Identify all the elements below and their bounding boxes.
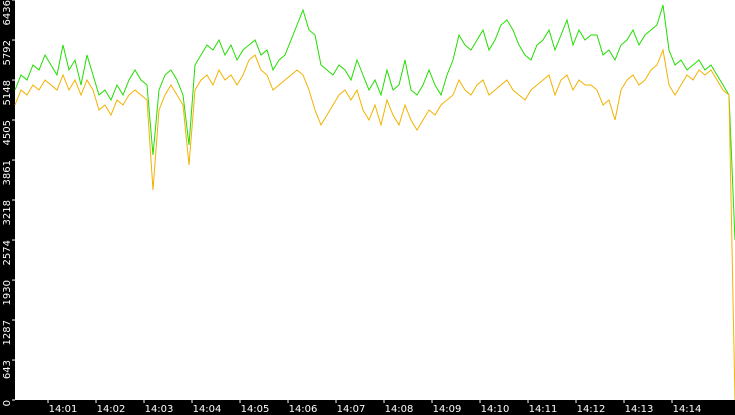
y-tick-label: 6436: [2, 0, 13, 25]
x-tick-label: 14:11: [529, 404, 558, 415]
y-tick-label: 5792: [2, 40, 13, 65]
x-tick-label: 14:04: [193, 404, 222, 415]
x-tick-label: 14:13: [625, 404, 654, 415]
x-tick-label: 14:10: [481, 404, 510, 415]
series-line: [14, 4, 735, 241]
y-tick-label: 0: [2, 400, 13, 406]
x-tick-label: 14:14: [673, 404, 702, 415]
y-tick-label: 5148: [2, 80, 13, 105]
series-line: [14, 48, 735, 401]
y-tick-label: 4505: [2, 120, 13, 145]
y-tick-label: 643: [2, 360, 13, 379]
y-tick-label: 3861: [2, 160, 13, 185]
y-tick-label: 1287: [2, 320, 13, 345]
x-tick-label: 14:01: [49, 404, 78, 415]
x-tick-label: 14:09: [433, 404, 462, 415]
y-tick-label: 2574: [2, 240, 13, 265]
x-tick-label: 14:12: [577, 404, 606, 415]
x-tick-label: 14:06: [289, 404, 318, 415]
x-tick-label: 14:07: [337, 404, 366, 415]
y-tick-label: 1930: [2, 280, 13, 305]
x-tick-label: 14:03: [145, 404, 174, 415]
x-tick-label: 14:05: [241, 404, 270, 415]
plot-area: [15, 0, 735, 400]
x-tick-label: 14:08: [385, 404, 414, 415]
x-tick-label: 14:02: [97, 404, 126, 415]
y-tick-label: 3218: [2, 200, 13, 225]
